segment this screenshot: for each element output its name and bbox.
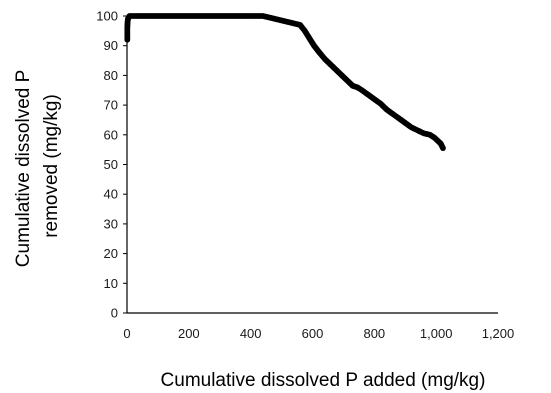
y-axis-title-line-2: removed (mg/kg)	[41, 94, 62, 238]
y-axis-title: Cumulative dissolved P removed (mg/kg)	[13, 65, 62, 267]
y-axis-ticks: 0 10 20 30 40 50 60 70 80 90 100	[96, 9, 127, 321]
y-tick-label: 40	[104, 187, 118, 202]
y-tick-label: 80	[104, 68, 118, 83]
x-tick-label: 200	[178, 326, 200, 341]
y-tick-label: 50	[104, 157, 118, 172]
x-tick-label: 400	[240, 326, 262, 341]
y-tick-label: 60	[104, 127, 118, 142]
y-tick-label: 70	[104, 98, 118, 113]
x-tick-label: 600	[302, 326, 324, 341]
y-tick-label: 30	[104, 216, 118, 231]
y-tick-label: 90	[104, 38, 118, 53]
y-tick-label: 0	[111, 306, 118, 321]
x-tick-label: 1,200	[482, 326, 515, 341]
x-tick-label: 1,000	[420, 326, 453, 341]
y-axis-title-line-1: Cumulative dissolved P	[13, 70, 34, 267]
x-tick-label: 0	[123, 326, 130, 341]
data-points	[124, 13, 446, 152]
y-tick-label: 20	[104, 246, 118, 261]
y-tick-label: 100	[96, 9, 118, 24]
y-tick-label: 10	[104, 276, 118, 291]
x-axis-title: Cumulative dissolved P added (mg/kg)	[161, 370, 486, 391]
data-point	[440, 145, 446, 152]
x-axis-ticks: 0 200 400 600 800 1,000 1,200	[123, 326, 514, 341]
x-tick-label: 800	[363, 326, 385, 341]
